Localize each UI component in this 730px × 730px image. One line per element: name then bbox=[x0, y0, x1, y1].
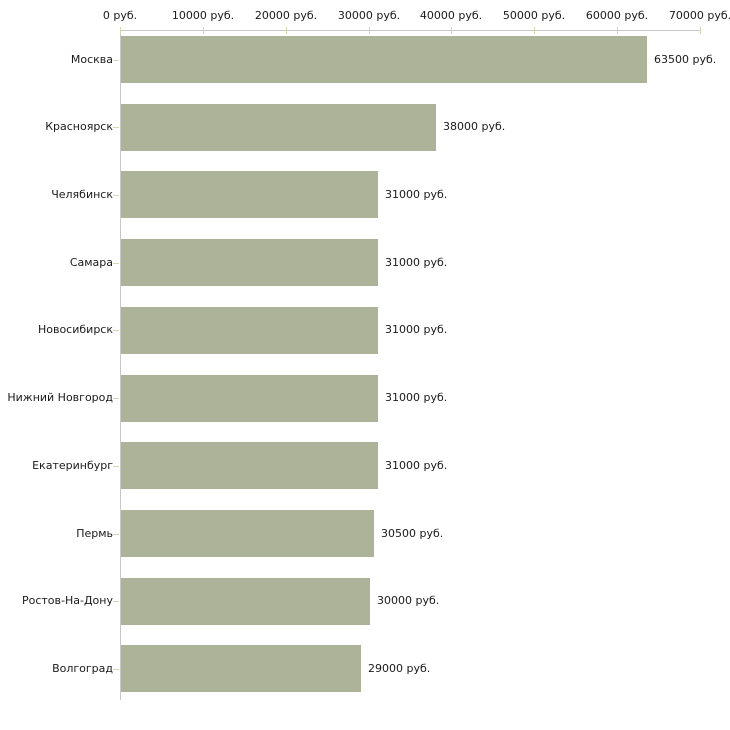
x-axis-line bbox=[120, 30, 700, 31]
category-label: Самара bbox=[69, 256, 113, 269]
x-axis-tick bbox=[286, 27, 287, 34]
y-axis-tick bbox=[113, 195, 119, 196]
x-axis-tick bbox=[120, 27, 121, 34]
category-label: Новосибирск bbox=[37, 323, 113, 336]
category-label: Красноярск bbox=[45, 120, 113, 133]
x-axis-tick-label: 30000 руб. bbox=[337, 9, 401, 22]
value-label: 30500 руб. bbox=[381, 527, 444, 540]
x-axis-tick bbox=[534, 27, 535, 34]
bar-Екатеринбург bbox=[121, 442, 378, 489]
y-axis-line bbox=[120, 30, 121, 700]
x-axis-tick bbox=[451, 27, 452, 34]
value-label: 38000 руб. bbox=[443, 120, 506, 133]
bar-Москва bbox=[121, 36, 647, 83]
x-axis-tick-label: 10000 руб. bbox=[171, 9, 235, 22]
category-label: Москва bbox=[70, 53, 113, 66]
value-label: 31000 руб. bbox=[385, 188, 448, 201]
x-axis-tick-label: 40000 руб. bbox=[419, 9, 483, 22]
bar-Ростов-На-Дону bbox=[121, 578, 370, 625]
bar-Красноярск bbox=[121, 104, 436, 151]
category-label: Екатеринбург bbox=[32, 459, 113, 472]
bar-Волгоград bbox=[121, 645, 361, 692]
category-label: Волгоград bbox=[52, 662, 113, 675]
bar-Пермь bbox=[121, 510, 374, 557]
value-label: 30000 руб. bbox=[377, 594, 440, 607]
value-label: 31000 руб. bbox=[385, 256, 448, 269]
y-axis-tick bbox=[113, 127, 119, 128]
x-axis-tick-label: 0 руб. bbox=[102, 9, 138, 22]
x-axis-tick bbox=[700, 27, 701, 34]
y-axis-tick bbox=[113, 263, 119, 264]
value-label: 31000 руб. bbox=[385, 459, 448, 472]
y-axis-tick bbox=[113, 330, 119, 331]
bar-Новосибирск bbox=[121, 307, 378, 354]
y-axis-tick bbox=[113, 60, 119, 61]
category-label: Пермь bbox=[76, 527, 113, 540]
y-axis-tick bbox=[113, 601, 119, 602]
category-label: Челябинск bbox=[51, 188, 113, 201]
x-axis-tick bbox=[203, 27, 204, 34]
bar-Челябинск bbox=[121, 171, 378, 218]
x-axis-tick-label: 60000 руб. bbox=[585, 9, 649, 22]
category-label: Нижний Новгород bbox=[7, 391, 113, 404]
x-axis-tick bbox=[617, 27, 618, 34]
y-axis-tick bbox=[113, 398, 119, 399]
x-axis-tick bbox=[369, 27, 370, 34]
category-label: Ростов-На-Дону bbox=[21, 594, 113, 607]
x-axis-tick-label: 50000 руб. bbox=[502, 9, 566, 22]
x-axis-tick-label: 20000 руб. bbox=[254, 9, 318, 22]
value-label: 63500 руб. bbox=[654, 53, 717, 66]
y-axis-tick bbox=[113, 534, 119, 535]
y-axis-tick bbox=[113, 466, 119, 467]
y-axis-tick bbox=[113, 669, 119, 670]
value-label: 31000 руб. bbox=[385, 323, 448, 336]
x-axis-tick-label: 70000 руб. bbox=[668, 9, 730, 22]
bar-Самара bbox=[121, 239, 378, 286]
bar-Нижний Новгород bbox=[121, 375, 378, 422]
value-label: 31000 руб. bbox=[385, 391, 448, 404]
value-label: 29000 руб. bbox=[368, 662, 431, 675]
